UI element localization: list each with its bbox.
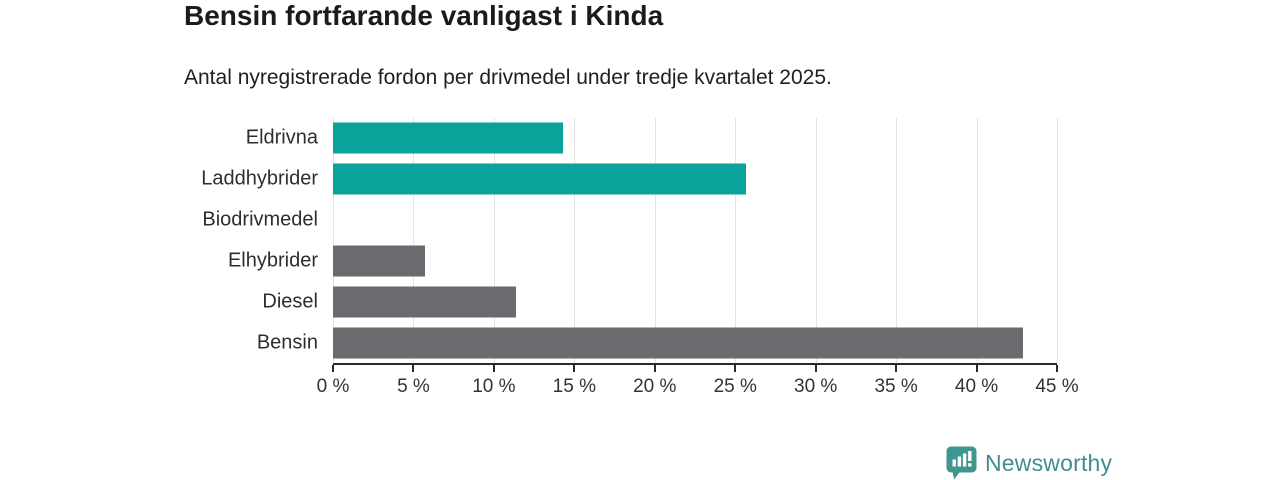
x-axis-tick-label-10pct: 10 % [472,376,516,397]
x-axis-tick-25pct [734,365,737,372]
bar-laddhybrider [333,163,747,195]
x-axis-tick-label-25pct: 25 % [713,376,757,397]
category-label-eldrivna: Eldrivna [245,126,318,149]
x-axis-tick-label-35pct: 35 % [874,376,918,397]
newsworthy-logo-icon [946,446,977,480]
x-axis-tick-label-15pct: 15 % [552,376,596,397]
x-axis-tick-40pct [975,365,978,372]
chart-title: Bensin fortfarande vanligast i Kinda [184,0,664,31]
bar-elhybrider [333,245,425,277]
bar-diesel [333,286,517,318]
category-label-bensin: Bensin [256,331,318,354]
bar-row-laddhybrider: Laddhybrider [201,159,1057,200]
newsworthy-logo: Newsworthy [946,446,1112,480]
x-axis-tick-10pct [492,365,495,372]
x-axis-tick-5pct [412,365,415,372]
x-axis-tick-label-5pct: 5 % [397,376,430,397]
x-axis-tick-label-30pct: 30 % [794,376,838,397]
x-axis-tick-20pct [653,365,656,372]
category-label-elhybrider: Elhybrider [227,249,318,272]
bar-row-biodrivmedel: Biodrivmedel [202,200,1057,241]
gridline-35pct [896,118,898,363]
x-axis-tick-label-40pct: 40 % [954,376,999,397]
category-label-diesel: Diesel [262,290,318,313]
x-axis-tick-label-0pct: 0 % [316,376,350,397]
category-label-laddhybrider: Laddhybrider [201,167,318,190]
x-axis-tick-label-45pct: 45 % [1035,376,1079,397]
x-axis-tick-45pct [1056,365,1058,372]
gridline-45pct [1057,118,1058,363]
gridline-10pct [493,118,495,363]
bar-row-eldrivna: Eldrivna [246,118,1057,159]
x-axis: 0 % 5 % 10 % 15 % 20 % 25 % 30 % 35 % 40 % 45 % [317,363,1079,397]
bar-bensin [333,327,1024,359]
gridline-30pct [815,118,817,363]
bar-eldrivna [333,122,564,154]
gridline-25pct [735,118,737,363]
bar-row-diesel: Diesel [262,281,1057,322]
gridline-0pct [333,118,334,363]
gridline-20pct [654,118,656,363]
bar-row-elhybrider: Elhybrider [228,241,1057,282]
x-axis-tick-0pct [332,365,334,372]
chart-subtitle: Antal nyregistrerade fordon per drivmede… [184,66,832,89]
x-axis-tick-15pct [573,365,576,372]
category-label-biodrivmedel: Biodrivmedel [202,208,318,231]
x-axis-tick-35pct [895,365,898,372]
bar-row-bensin: Bensin [257,322,1057,363]
x-axis-tick-label-20pct: 20 % [633,376,677,397]
newsworthy-logo-text: Newsworthy [985,449,1113,476]
bar-chart-plot-area: Eldrivna Laddhybrider Biodrivmedel Elhybrid… [201,118,1058,363]
gridline-15pct [574,118,576,363]
gridline-5pct [413,118,415,363]
gridline-40pct [976,118,978,363]
x-axis-tick-30pct [814,365,817,372]
